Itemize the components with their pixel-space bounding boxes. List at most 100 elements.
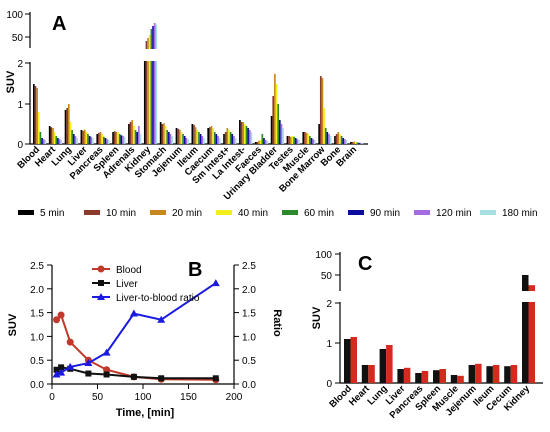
bar-caecum-0 bbox=[207, 128, 209, 144]
bar-ileum-6 bbox=[201, 136, 204, 144]
bar-testes-7 bbox=[298, 140, 300, 144]
bar-faeces-2 bbox=[258, 140, 260, 144]
bar-ileum-2 bbox=[194, 127, 197, 144]
data-point bbox=[212, 375, 219, 382]
bar-blood-2 bbox=[36, 88, 38, 144]
bar-urinary-bladder-5 bbox=[279, 120, 281, 144]
bar-muscle-1 bbox=[304, 132, 306, 144]
bar-testes-1 bbox=[288, 136, 290, 144]
bar-heart-1 bbox=[368, 365, 375, 383]
axis-break-gap bbox=[340, 291, 545, 302]
axis-break-gap bbox=[30, 49, 370, 61]
bar-heart-5 bbox=[57, 138, 59, 144]
bar-bone-marrow-6 bbox=[328, 134, 330, 144]
bar-bone-marrow-2 bbox=[321, 78, 324, 144]
bar-heart-1 bbox=[50, 127, 53, 144]
bar-adrenals-2 bbox=[131, 120, 134, 144]
bar-stomach-5 bbox=[168, 132, 170, 144]
bar-adrenals-3 bbox=[133, 126, 135, 144]
panel-b-legend: Blood Liver Liver-to-blood ratio bbox=[92, 265, 200, 304]
bar-blood-7 bbox=[44, 140, 47, 144]
panel-c-ytick-label: 2 bbox=[326, 299, 332, 310]
bar-la-intest--3 bbox=[244, 124, 246, 144]
bar-lung-2 bbox=[68, 104, 70, 144]
bar-la-intest--4 bbox=[245, 126, 248, 144]
bar-liver-0 bbox=[397, 369, 404, 383]
data-point bbox=[211, 279, 220, 287]
bar-brain-1 bbox=[351, 142, 354, 144]
bar-heart-0 bbox=[48, 126, 51, 144]
data-point bbox=[57, 311, 65, 319]
panel-b-ytick-label: 2.0 bbox=[30, 285, 44, 296]
bar-kidney-5 bbox=[152, 26, 154, 144]
bar-pancreas-0 bbox=[415, 373, 422, 383]
bar-bone-marrow-4 bbox=[324, 128, 327, 144]
panel-b-ytick-right-label: 0.0 bbox=[242, 380, 256, 391]
panel-c-ytick-label: 100 bbox=[315, 250, 332, 261]
bar-jejenum-3 bbox=[180, 132, 183, 144]
panel-b-ytick-right-label: 2.5 bbox=[242, 261, 256, 272]
bar-brain-7 bbox=[361, 143, 364, 144]
legend-label: 120 min bbox=[436, 208, 472, 219]
bar-pancreas-2 bbox=[99, 132, 102, 144]
data-point bbox=[53, 366, 60, 373]
bar-urinary-bladder-2 bbox=[274, 74, 276, 144]
panel-b-ytick-right-label: 1.0 bbox=[242, 332, 256, 343]
bar-sm-intest--6 bbox=[233, 136, 235, 144]
bar-blood-0 bbox=[33, 84, 35, 144]
bar-bone-1 bbox=[335, 134, 338, 144]
panel-a-ytick-label: 50 bbox=[12, 33, 24, 44]
bar-kidney-4 bbox=[150, 29, 153, 144]
bar-cecum-0 bbox=[504, 366, 511, 383]
legend-label: 180 min bbox=[502, 208, 538, 219]
bar-ileum-7 bbox=[203, 138, 205, 144]
bar-blood-0 bbox=[344, 339, 351, 383]
bar-la-intest--7 bbox=[250, 132, 253, 144]
panel-b-xtick-label: 150 bbox=[180, 392, 197, 403]
bar-spleen-1 bbox=[113, 131, 116, 144]
legend-swatch bbox=[150, 210, 166, 215]
data-point bbox=[103, 371, 110, 378]
bar-jejenum-0 bbox=[175, 128, 178, 144]
bar-muscle-4 bbox=[309, 136, 311, 144]
bar-sm-intest--3 bbox=[228, 130, 230, 144]
bar-stomach-6 bbox=[169, 134, 172, 144]
panel-c-ylabel: SUV bbox=[311, 306, 323, 329]
bar-pancreas-3 bbox=[101, 134, 103, 144]
panel-c-ytick-label: 0 bbox=[326, 379, 332, 390]
bar-liver-1 bbox=[403, 367, 411, 383]
bar-blood-3 bbox=[37, 112, 40, 144]
bar-spleen-5 bbox=[120, 135, 123, 144]
bar-blood-5 bbox=[41, 138, 43, 144]
bar-spleen-7 bbox=[123, 136, 126, 144]
bar-spleen-4 bbox=[118, 134, 121, 144]
legend-swatch bbox=[282, 210, 298, 215]
bar-ileum-1 bbox=[193, 124, 195, 144]
data-point bbox=[52, 370, 61, 378]
bar-stomach-2 bbox=[163, 123, 165, 144]
bar-urinary-bladder-4 bbox=[277, 104, 279, 144]
panel-b-ylabel-right: Ratio bbox=[271, 309, 283, 337]
bar-pancreas-6 bbox=[106, 139, 108, 144]
bar-kidney-3 bbox=[148, 35, 151, 144]
bar-ileum-5 bbox=[199, 134, 202, 144]
bar-blood-6 bbox=[42, 139, 45, 144]
bar-bone-3 bbox=[339, 134, 341, 144]
bar-sm-intest--5 bbox=[231, 134, 234, 144]
category-label: Lung bbox=[366, 383, 390, 407]
panel-a-ytick-label: 2 bbox=[17, 59, 23, 70]
bar-kidney-0 bbox=[522, 275, 529, 383]
panel-a-ytick-label: 100 bbox=[6, 10, 23, 21]
bar-jejenum-5 bbox=[183, 136, 186, 144]
bar-pancreas-1 bbox=[421, 371, 429, 383]
series-line-blood bbox=[55, 313, 216, 381]
bar-testes-2 bbox=[289, 136, 292, 144]
bar-brain-5 bbox=[358, 142, 360, 144]
bar-liver-4 bbox=[87, 134, 89, 144]
panel-a-ytick-label: 0 bbox=[17, 140, 23, 151]
bar-testes-0 bbox=[286, 136, 289, 144]
panel-c-category-labels: BloodHeartLungLiverPancreasSpleenMuscleJ… bbox=[327, 383, 532, 421]
panel-b-label: B bbox=[188, 259, 202, 281]
bar-faeces-0 bbox=[254, 142, 257, 144]
bar-bone-marrow-7 bbox=[329, 136, 332, 144]
